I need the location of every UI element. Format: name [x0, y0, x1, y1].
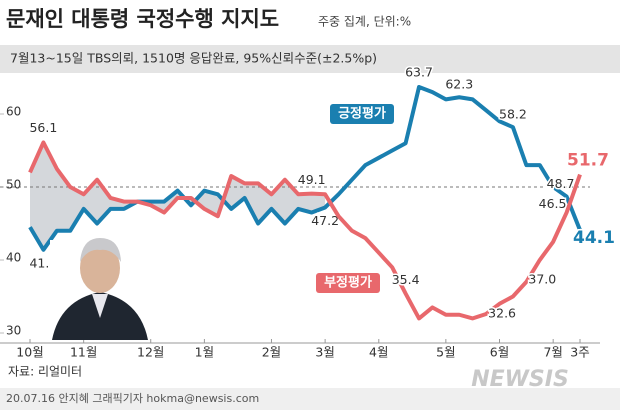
data-label: 46.5	[539, 196, 567, 211]
x-tick-label: 5월	[436, 345, 455, 360]
line-series	[28, 140, 582, 321]
data-label: 37.0	[528, 271, 556, 286]
x-tick-label: 2월	[262, 345, 281, 360]
y-tick-label: 50	[6, 178, 21, 192]
x-tick-label: 3주	[570, 345, 589, 360]
x-tick-label: 6월	[490, 345, 509, 360]
footer-band	[0, 388, 620, 410]
data-label: 58.2	[499, 107, 527, 122]
series-tag	[330, 104, 394, 124]
data-label: 63.7	[405, 65, 433, 80]
line-series	[28, 85, 582, 252]
data-label: 47.2	[311, 213, 339, 228]
data-label: 44.1	[573, 228, 615, 248]
x-tick-label: 11월	[70, 345, 97, 360]
note: 7월13~15일 TBS의뢰, 1510명 응답완료, 95%신뢰수준(±2.5…	[10, 51, 377, 66]
x-tick-label: 10월	[16, 345, 43, 360]
logo: NEWSIS	[471, 367, 569, 392]
data-label: 32.6	[488, 306, 516, 321]
data-label: 56.1	[29, 120, 57, 135]
x-tick-label: 4월	[369, 345, 388, 360]
data-label: 49.1	[298, 172, 326, 187]
data-label: 51.7	[567, 151, 609, 171]
legend-label: 부정평가	[324, 275, 372, 291]
x-tick-label: 1월	[195, 345, 214, 360]
photo-face	[80, 243, 120, 293]
data-label: 62.3	[445, 77, 473, 92]
y-tick-label: 40	[6, 251, 21, 265]
x-tick-label: 3월	[315, 345, 334, 360]
footer: 20.07.16 안지혜 그래픽기자 hokma@newsis.com	[6, 392, 259, 405]
source: 자료: 리얼미터	[8, 365, 82, 379]
photo	[50, 238, 150, 340]
photo-shirt	[92, 294, 108, 318]
series-tag	[316, 273, 380, 293]
photo-hair	[80, 238, 121, 262]
legend-label: 긍정평가	[338, 106, 386, 122]
x-tick-label: 7월	[543, 345, 562, 360]
data-label: 35.4	[392, 272, 420, 287]
chart-subtitle: 주중 집계, 단위:%	[318, 15, 411, 29]
note-band	[0, 45, 620, 73]
chart-title: 문재인 대통령 국정수행 지지도	[6, 7, 279, 31]
x-tick-label: 12월	[137, 345, 164, 360]
data-label: 48.7	[547, 176, 575, 191]
y-tick-label: 30	[6, 324, 21, 338]
y-tick-label: 60	[6, 105, 21, 119]
